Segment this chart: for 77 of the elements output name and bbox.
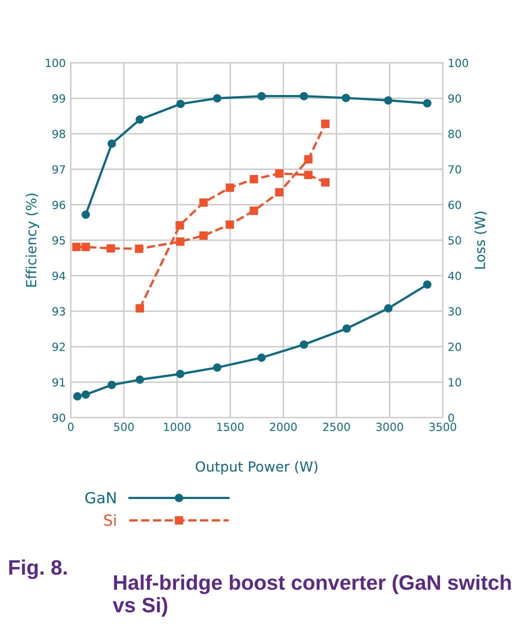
x-tick-label: 500 xyxy=(114,422,134,432)
x-tick-label: 3000 xyxy=(376,422,404,432)
point xyxy=(257,92,266,100)
x-tick-label: 3500 xyxy=(429,422,456,432)
point xyxy=(384,96,392,105)
y2-tick-label: 40 xyxy=(448,272,462,280)
y-tick-label: 92 xyxy=(52,342,65,352)
y2-tick-label: 90 xyxy=(448,94,462,103)
point xyxy=(108,140,116,148)
y-tick-label: 99 xyxy=(52,94,66,103)
y2-tick-label: 100 xyxy=(448,58,468,68)
point xyxy=(176,370,184,378)
text: GaN xyxy=(85,492,116,504)
point xyxy=(213,363,222,372)
point xyxy=(304,155,312,164)
y2-tick-label: 80 xyxy=(448,130,462,138)
x-tick-label: 2500 xyxy=(323,422,350,432)
point xyxy=(136,115,144,124)
point xyxy=(136,304,144,313)
point xyxy=(304,170,312,180)
y2-tick-label: 70 xyxy=(448,165,462,174)
point xyxy=(321,178,330,187)
x-tick-label: 1000 xyxy=(164,422,190,432)
point xyxy=(213,94,222,102)
y-tick-label: 90 xyxy=(52,414,66,422)
point xyxy=(176,221,184,230)
y-tick-label: 97 xyxy=(52,165,65,174)
point xyxy=(300,340,308,349)
point xyxy=(136,375,144,384)
point xyxy=(226,184,234,192)
point xyxy=(73,392,82,400)
point xyxy=(250,206,258,215)
y2-tick-label: 20 xyxy=(448,342,462,352)
y-tick-label: 93 xyxy=(52,307,65,316)
y-tick-label: 96 xyxy=(52,200,66,210)
point xyxy=(423,280,432,289)
y2-tick-label: 60 xyxy=(448,200,462,210)
point xyxy=(275,188,284,196)
point xyxy=(384,304,393,313)
point xyxy=(176,237,184,246)
y2-tick-label: 30 xyxy=(448,307,462,316)
point xyxy=(82,210,90,219)
point xyxy=(250,175,258,184)
x-tick-label: 2000 xyxy=(270,422,297,432)
point xyxy=(342,94,350,102)
point xyxy=(423,99,432,108)
y2-axis-title: Loss (W) xyxy=(474,212,487,269)
y-axis-title: Efficiency (%) xyxy=(26,194,40,287)
point xyxy=(108,380,116,390)
y2-tick-label: 0 xyxy=(448,414,454,422)
point xyxy=(342,324,351,333)
text: Half-bridge boost converter (GaN switch vs Si) xyxy=(112,574,511,617)
y2-tick-label: 10 xyxy=(448,378,462,387)
point xyxy=(226,220,234,229)
x-tick-label: 0 xyxy=(68,422,74,432)
point xyxy=(176,100,185,108)
y-tick-label: 94 xyxy=(52,272,66,280)
point xyxy=(106,244,115,253)
x-axis-title: Output Power (W) xyxy=(196,461,318,474)
point xyxy=(134,244,144,253)
y2-tick-label: 50 xyxy=(448,236,462,245)
caption: Fig. 8. xyxy=(9,560,67,580)
y-tick-label: 91 xyxy=(52,378,65,387)
point xyxy=(199,198,208,207)
text: Si xyxy=(104,514,116,526)
point xyxy=(82,242,90,252)
point xyxy=(300,92,308,100)
y-tick-label: 100 xyxy=(46,58,66,68)
point xyxy=(257,353,266,362)
y-tick-label: 98 xyxy=(52,130,66,138)
point xyxy=(275,169,284,178)
point xyxy=(82,390,90,399)
point xyxy=(199,231,208,240)
point xyxy=(321,120,330,128)
y-tick-label: 95 xyxy=(52,236,65,245)
x-tick-label: 1500 xyxy=(217,422,244,432)
point xyxy=(72,242,81,252)
